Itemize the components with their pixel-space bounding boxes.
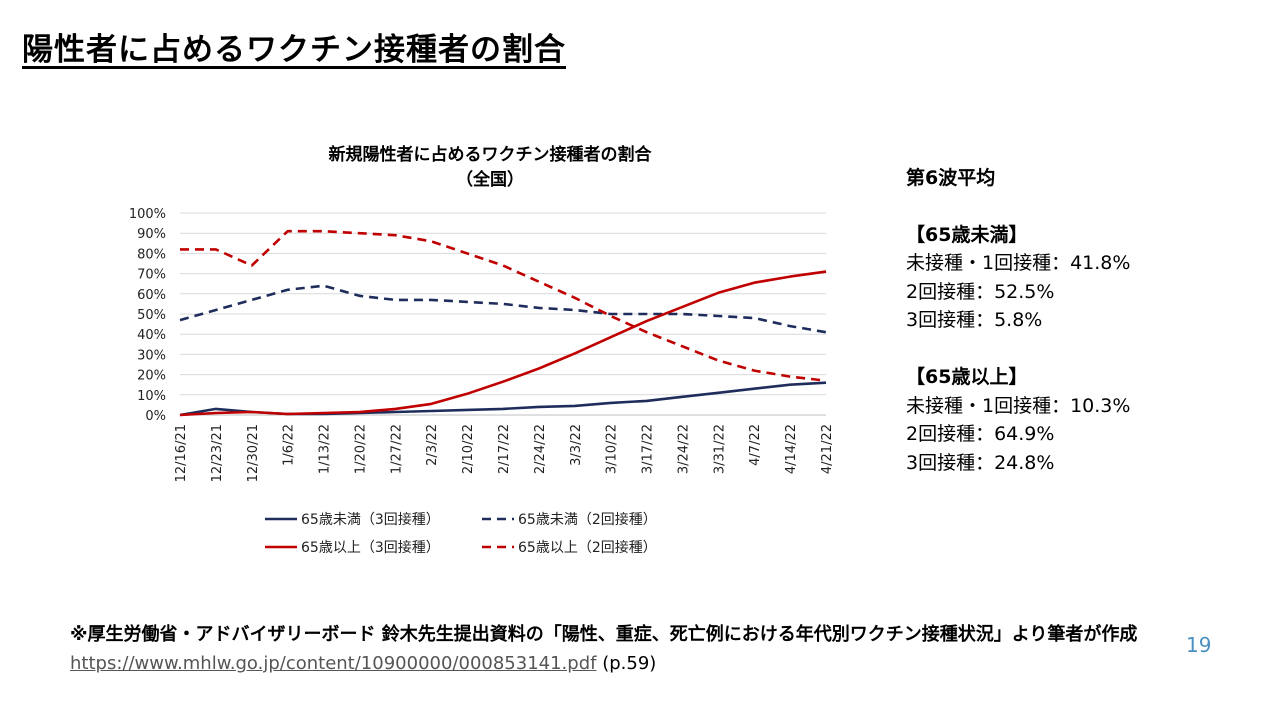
stats-group-65plus: 【65歳以上】 未接種・1回接種：10.3% 2回接種：64.9% 3回接種：2…	[906, 363, 1130, 477]
x-tick-label: 4/14/22	[784, 424, 799, 474]
x-tick-label: 3/17/22	[641, 424, 656, 474]
y-tick-label: 90%	[137, 227, 166, 242]
series-line-0	[179, 381, 827, 417]
stat-line: 2回接種：64.9%	[906, 423, 1055, 446]
series-line-3	[180, 229, 827, 382]
y-tick-label: 80%	[137, 247, 166, 262]
wave-average-stats: 第6波平均 【65歳未満】 未接種・1回接種：41.8% 2回接種：52.5% …	[906, 164, 1130, 477]
legend: 65歳未満（3回接種） 65歳未満（2回接種） 65歳以上（3回接種） 65歳以上（2…	[265, 511, 657, 556]
y-tick-label: 100%	[129, 207, 166, 222]
y-tick-label: 70%	[137, 268, 166, 283]
wave-title: 第6波平均	[906, 167, 996, 189]
stat-line: 3回接種：24.8%	[906, 451, 1055, 474]
x-tick-label: 3/31/22	[712, 424, 727, 474]
x-tick-label: 12/30/21	[246, 424, 261, 482]
x-tick-label: 3/24/22	[676, 424, 691, 474]
x-tick-label: 4/7/22	[748, 424, 763, 466]
legend-entry: 65歳未満（2回接種）	[518, 511, 657, 528]
footnote: ※厚生労働省・アドバイザリーボード 鈴木先生提出資料の「陽性、重症、死亡例におけ…	[70, 620, 1220, 678]
y-tick-label: 60%	[137, 288, 166, 303]
y-tick-label: 40%	[137, 328, 166, 343]
x-tick-label: 1/20/22	[353, 424, 368, 474]
x-tick-label: 3/10/22	[605, 424, 620, 474]
y-tick-label: 10%	[137, 389, 166, 404]
y-tick-label: 0%	[145, 409, 166, 424]
x-tick-label: 2/24/22	[533, 424, 548, 474]
slide-title: 陽性者に占めるワクチン接種者の割合	[22, 32, 566, 68]
page-reference: (p.59)	[602, 653, 657, 674]
page-number: 19	[1186, 633, 1212, 657]
x-tick-label: 2/17/22	[497, 424, 512, 474]
x-tick-label: 12/23/21	[210, 424, 225, 482]
stat-line: 未接種・1回接種：10.3%	[906, 394, 1131, 417]
y-tick-label: 20%	[137, 369, 166, 384]
series-lines	[179, 229, 827, 417]
legend-entry: 65歳以上（3回接種）	[301, 539, 440, 556]
chart-title: 新規陽性者に占めるワクチン接種者の割合 （全国）	[230, 143, 750, 193]
stats-group-under65: 【65歳未満】 未接種・1回接種：41.8% 2回接種：52.5% 3回接種：5…	[906, 221, 1130, 335]
y-tick-label: 30%	[137, 348, 166, 363]
footnote-text: ※厚生労働省・アドバイザリーボード 鈴木先生提出資料の「陽性、重症、死亡例におけ…	[70, 624, 1138, 645]
legend-entry: 65歳未満（3回接種）	[301, 511, 440, 528]
legend-entry: 65歳以上（2回接種）	[518, 539, 657, 556]
y-tick-label: 50%	[137, 308, 166, 323]
x-tick-label: 2/3/22	[425, 424, 440, 466]
stat-line: 未接種・1回接種：41.8%	[906, 252, 1131, 275]
series-line-2	[179, 270, 827, 417]
x-tick-label: 2/10/22	[461, 424, 476, 474]
x-tick-label: 1/6/22	[282, 424, 297, 466]
x-tick-label: 3/3/22	[569, 424, 584, 466]
chart-subtitle: （全国）	[456, 170, 524, 190]
x-tick-label: 1/13/22	[318, 424, 333, 474]
x-tick-label: 1/27/22	[389, 424, 404, 474]
y-axis-ticks: 0% 10% 20% 30% 40% 50% 60% 70% 80% 90% 100%	[129, 207, 166, 424]
source-link[interactable]: https://www.mhlw.go.jp/content/10900000/…	[70, 653, 597, 674]
chart-title-main: 新規陽性者に占めるワクチン接種者の割合	[328, 145, 652, 165]
x-axis-ticks: 12/16/21 12/23/21 12/30/21 1/6/22 1/13/22 1/2…	[174, 424, 835, 482]
stat-line: 3回接種：5.8%	[906, 309, 1043, 332]
series-line-1	[179, 284, 827, 334]
stat-line: 2回接種：52.5%	[906, 280, 1055, 303]
group-header-65plus: 【65歳以上】	[906, 365, 1028, 388]
group-header-under65: 【65歳未満】	[906, 223, 1028, 246]
x-tick-label: 4/21/22	[820, 424, 835, 474]
x-tick-label: 12/16/21	[174, 424, 189, 482]
